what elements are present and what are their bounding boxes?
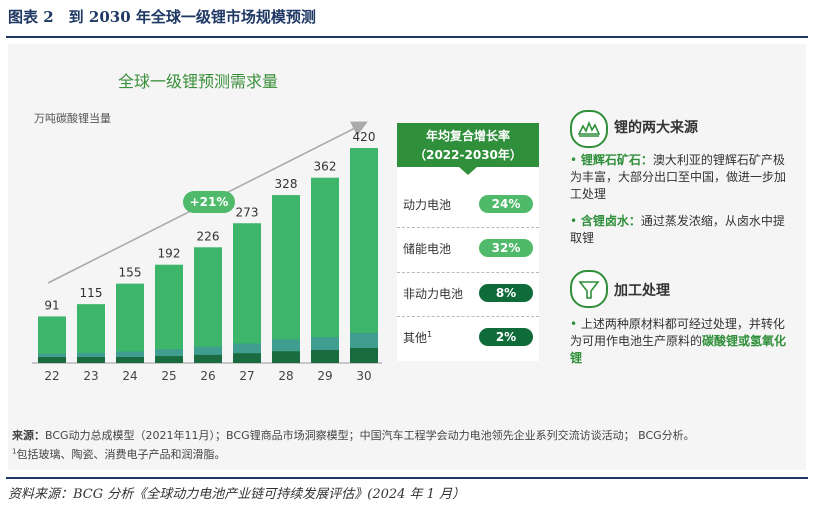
bar-base-segment <box>233 353 261 363</box>
growth-row-storage-battery: 储能电池 32% <box>397 234 539 264</box>
bar-segment <box>194 346 222 355</box>
growth-row-label-text: 其他 <box>403 331 428 345</box>
bar-segment <box>233 343 261 354</box>
source-note-label: 来源： <box>12 429 45 442</box>
growth-row-power-battery: 动力电池 24% <box>397 190 539 220</box>
bar-value-label: 328 <box>275 177 298 191</box>
growth-row-divider <box>397 272 539 273</box>
source-item-title: 锂辉石矿石： <box>580 153 653 167</box>
bar-value-label: 155 <box>119 266 142 280</box>
funnel-icon <box>570 270 608 308</box>
y-axis-unit-label: 万吨碳酸锂当量 <box>34 112 111 125</box>
bar <box>155 264 183 363</box>
bar <box>311 177 339 363</box>
processing-body: 上述两种原材料都可经过处理，并转化为可用作电池生产原料的 <box>570 317 785 348</box>
mine-icon <box>570 110 608 148</box>
growth-row-label: 储能电池 <box>403 242 452 256</box>
source-item-text: 通过蒸发浓缩，从卤水中提取锂 <box>570 214 785 245</box>
bar-segment <box>77 352 105 357</box>
footnote-marker: 1 <box>427 330 433 339</box>
bar-base-segment <box>77 357 105 363</box>
bar-segment <box>155 349 183 357</box>
source-note: 来源：BCG动力总成模型（2021年11月）；BCG锂商品市场洞察模型；中国汽车… <box>12 427 695 443</box>
bar-base-segment <box>350 347 378 363</box>
bar-segment <box>350 332 378 348</box>
footnote-text: 包括玻璃、陶瓷、消费电子产品和润滑脂。 <box>16 448 226 461</box>
growth-row-divider <box>397 227 539 228</box>
source-item-spodumene: • 锂辉石矿石：澳大利亚的锂辉石矿产极为丰富，大部分出口至中国，做进一步加工处理 <box>570 153 787 201</box>
processing-text: • 上述两种原材料都可经过处理，并转化为可用作电池生产原料的碳酸锂或氢氧化锂 <box>570 317 787 365</box>
bar <box>116 283 144 363</box>
figure-title: 图表 2 到 2030 年全球一级锂市场规模预测 <box>8 8 316 26</box>
growth-row-value-pill: 24% <box>479 195 533 213</box>
figure-source: 资料来源：BCG 分析《全球动力电池产业链可持续发展评估》(2024 年 1 月… <box>8 487 466 502</box>
growth-rate-title: 年均复合增长率 <box>425 129 510 143</box>
growth-row-label: 其他1 <box>403 329 432 346</box>
bar-segment <box>272 339 300 352</box>
bar-base-segment <box>272 351 300 363</box>
growth-row-label: 非动力电池 <box>403 287 464 301</box>
growth-row-non-power-battery: 非动力电池 8% <box>397 279 539 309</box>
growth-rate-period: （2022-2030年） <box>414 148 522 162</box>
bar-base-segment <box>155 356 183 363</box>
bar <box>233 223 261 363</box>
bar-segment <box>116 351 144 357</box>
footnote-marker: 1 <box>12 447 17 456</box>
bar-value-label: 420 <box>353 130 376 144</box>
footnote: 1包括玻璃、陶瓷、消费电子产品和润滑脂。 <box>12 446 225 462</box>
source-note-text: BCG动力总成模型（2021年11月）；BCG锂商品市场洞察模型；中国汽车工程学… <box>45 429 695 442</box>
x-tick-label: 28 <box>278 369 293 383</box>
processing-highlight: 碳酸锂或氢氧化锂 <box>570 334 787 365</box>
growth-row-value-pill: 8% <box>479 284 533 302</box>
growth-row-other: 其他1 2% <box>397 323 539 353</box>
growth-rate-header: 年均复合增长率 （2022-2030年） <box>397 123 539 175</box>
processing-heading: 加工处理 <box>614 283 670 299</box>
source-item-brine: • 含锂卤水：通过蒸发浓缩，从卤水中提取锂 <box>570 214 785 245</box>
bar <box>272 195 300 363</box>
x-tick-label: 24 <box>122 369 137 383</box>
growth-row-divider <box>397 316 539 317</box>
bar-value-label: 91 <box>44 298 59 312</box>
bar-value-label: 362 <box>314 160 337 174</box>
x-tick-label: 23 <box>83 369 98 383</box>
bar-base-segment <box>38 357 66 363</box>
growth-row-value-pill: 2% <box>479 328 533 346</box>
bar-value-label: 226 <box>197 229 220 243</box>
x-tick-label: 29 <box>317 369 332 383</box>
x-tick-label: 26 <box>200 369 215 383</box>
x-tick-label: 30 <box>356 369 371 383</box>
bar-value-label: 115 <box>80 286 103 300</box>
source-item-text: 澳大利亚的锂辉石矿产极为丰富，大部分出口至中国，做进一步加工处理 <box>570 153 787 201</box>
bar-base-segment <box>116 357 144 363</box>
bar <box>350 148 378 363</box>
growth-row-value-pill: 32% <box>479 239 533 257</box>
bar-value-label: 273 <box>236 205 259 219</box>
bar-base-segment <box>194 354 222 363</box>
bar-segment <box>38 353 66 357</box>
growth-row-label: 动力电池 <box>403 198 452 212</box>
bar-value-label: 192 <box>158 247 181 261</box>
top-rule <box>6 36 808 38</box>
bar <box>194 247 222 363</box>
x-tick-label: 25 <box>161 369 176 383</box>
growth-badge <box>183 191 235 213</box>
bottom-rule <box>6 477 808 479</box>
bar-segment <box>311 337 339 351</box>
lithium-sources-heading: 锂的两大来源 <box>614 120 698 136</box>
x-tick-label: 22 <box>44 369 59 383</box>
growth-badge-label: +21% <box>190 195 229 209</box>
bar-base-segment <box>311 350 339 363</box>
chart-title: 全球一级锂预测需求量 <box>118 72 279 91</box>
source-item-title: 含锂卤水： <box>580 214 641 228</box>
x-tick-label: 27 <box>239 369 254 383</box>
